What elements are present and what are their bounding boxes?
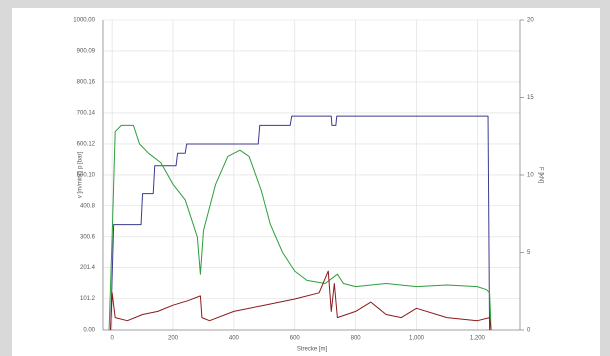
y-tick-label: 300.6	[80, 234, 96, 240]
x-tick-label: 1,000	[409, 336, 425, 342]
y2-tick-label: 20	[527, 18, 534, 24]
y2-axis-label: F [kN]	[537, 167, 543, 183]
series-line	[110, 270, 492, 331]
y-axis-label: v [m/min] | p [bar]	[78, 152, 84, 199]
x-tick-label: 400	[229, 336, 240, 342]
panel	[12, 8, 600, 356]
x-tick-label: 600	[290, 336, 301, 342]
y-tick-label: 800.16	[77, 80, 96, 86]
y2-tick-label: 0	[527, 328, 531, 334]
y-tick-label: 400.8	[80, 203, 96, 209]
x-tick-label: 0	[110, 336, 114, 342]
y-tick-label: 700.14	[77, 111, 96, 117]
y-tick-label: 0.00	[83, 328, 95, 334]
y-tick-label: 201.4	[80, 265, 96, 271]
y2-tick-label: 15	[527, 95, 534, 101]
y-tick-label: 101.2	[80, 296, 96, 302]
y-tick-label: 600.12	[77, 142, 96, 148]
x-axis-label: Strecke [m]	[297, 347, 328, 353]
y-tick-label: 1000.00	[73, 18, 95, 24]
x-tick-label: 800	[351, 336, 362, 342]
x-tick-label: 1,200	[470, 336, 486, 342]
y2-tick-label: 10	[527, 173, 534, 179]
x-tick-label: 200	[168, 336, 179, 342]
y-tick-label: 900.09	[77, 49, 96, 55]
y2-tick-label: 5	[527, 250, 531, 256]
y-tick-label: 500.10	[77, 173, 96, 179]
series-line	[108, 124, 492, 331]
series-line	[110, 115, 491, 331]
